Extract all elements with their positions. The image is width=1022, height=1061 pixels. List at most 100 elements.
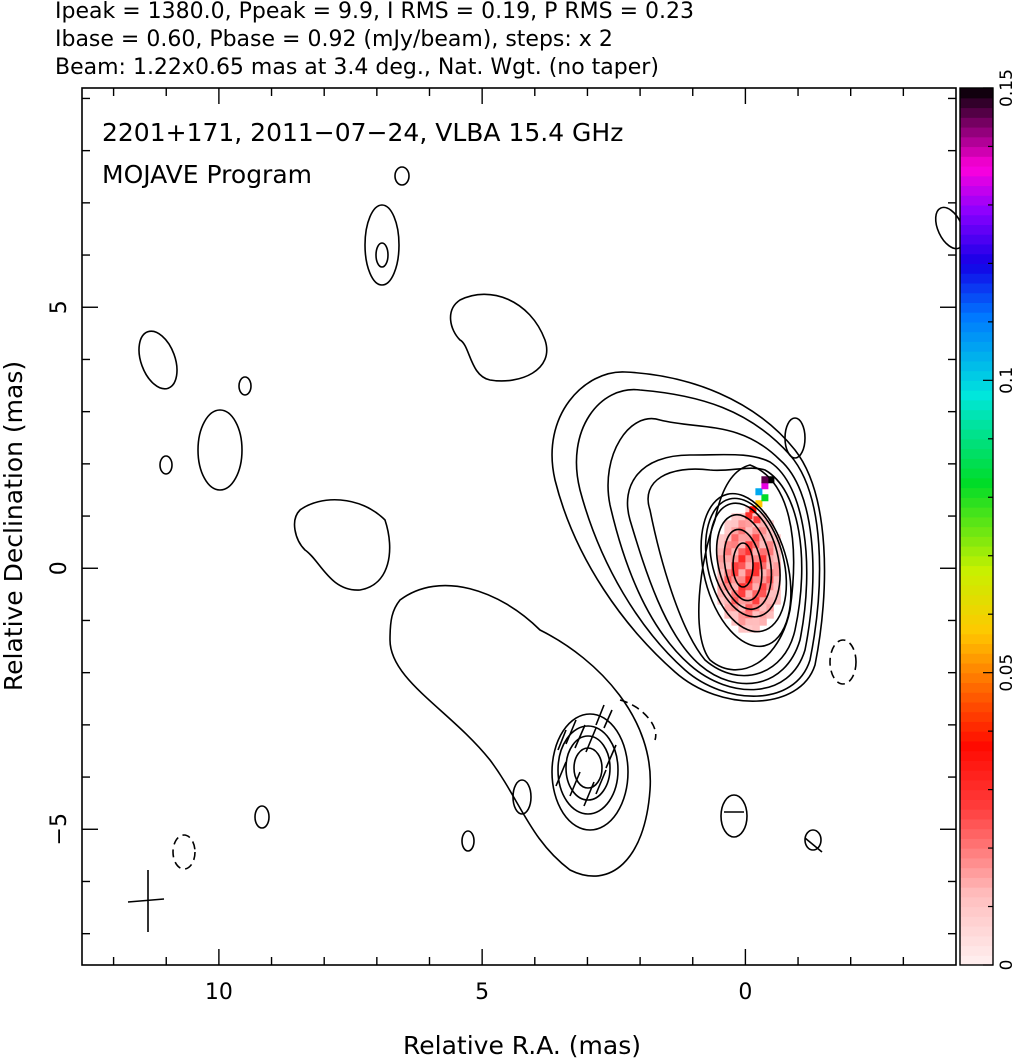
pol-pixel <box>738 569 746 577</box>
colorbar-step <box>960 419 993 430</box>
pol-pixel <box>717 562 725 570</box>
noise-contour <box>512 779 532 815</box>
pol-pixel <box>745 576 753 584</box>
pol-pixel <box>738 513 746 521</box>
pol-pixel <box>766 604 774 612</box>
colorbar-step <box>960 497 993 508</box>
colorbar-step <box>960 360 993 372</box>
pol-pixel <box>731 569 739 577</box>
colorbar-step <box>960 156 993 167</box>
colorbar-step <box>960 165 993 177</box>
pol-pixel <box>773 569 781 577</box>
pol-pixel <box>766 576 774 584</box>
pol-pixel <box>752 597 760 605</box>
noise-contour <box>375 242 389 268</box>
colorbar-step <box>960 263 993 274</box>
colorbar-step <box>960 721 993 732</box>
colorbar-step <box>960 409 993 420</box>
pol-pixel <box>738 527 746 535</box>
colorbar-step <box>960 507 993 518</box>
colorbar-tick-label: 0.1 <box>997 367 1017 394</box>
colorbar-step <box>960 760 993 771</box>
pol-pixel <box>724 569 732 577</box>
pol-pixel <box>724 562 732 570</box>
pol-pixel <box>717 555 725 563</box>
negative-contour <box>829 639 857 685</box>
colorbar-step <box>960 701 993 713</box>
colorbar-step <box>960 633 993 645</box>
colorbar-step <box>960 536 993 547</box>
pol-pixel <box>761 476 769 484</box>
pol-pixel <box>752 611 760 619</box>
pol-pixel <box>738 534 746 542</box>
pol-pixel <box>738 597 746 605</box>
colorbar-step <box>960 438 993 450</box>
x-tick-label: 5 <box>475 980 489 1005</box>
pol-pixel <box>752 569 760 577</box>
colorbar-step <box>960 779 993 791</box>
pol-pixel <box>752 555 760 563</box>
colorbar-ticks: 0 0.05 0.1 0.15 <box>983 69 1017 970</box>
header-line-1: Ipeak = 1380.0, Ppeak = 9.9, I RMS = 0.1… <box>55 0 694 24</box>
pol-pixel <box>745 548 753 556</box>
intensity-contours <box>127 166 966 932</box>
colorbar-step <box>960 604 993 615</box>
pol-pixel <box>755 500 763 508</box>
colorbar-step <box>960 214 993 226</box>
negative-contour <box>619 699 657 741</box>
knot-contour <box>573 747 603 789</box>
pol-pixel <box>738 576 746 584</box>
colorbar-step <box>960 253 993 264</box>
colorbar <box>960 88 993 966</box>
pol-pixel <box>738 541 746 549</box>
jet-contour <box>607 417 814 691</box>
pol-pixel <box>745 625 753 633</box>
colorbar-step <box>960 828 993 839</box>
pol-pixel <box>766 548 774 556</box>
pol-pixel <box>745 569 753 577</box>
pol-pixel <box>724 583 732 591</box>
pol-pixel <box>717 590 725 598</box>
colorbar-step <box>960 321 993 333</box>
pol-pixel <box>745 555 753 563</box>
jet-contour <box>647 467 803 677</box>
pol-pixel <box>773 555 781 563</box>
pol-pixel <box>717 569 725 577</box>
pol-pixel <box>752 590 760 598</box>
colorbar-step <box>960 487 993 498</box>
colorbar-step <box>960 204 993 216</box>
colorbar-step <box>960 594 993 606</box>
colorbar-step <box>960 867 993 878</box>
colorbar-step <box>960 896 993 908</box>
pol-pixel <box>752 520 760 528</box>
pol-pixel <box>745 604 753 612</box>
colorbar-step <box>960 390 993 401</box>
pol-pixel <box>766 611 774 619</box>
pol-pixel <box>738 611 746 619</box>
colorbar-step <box>960 565 993 576</box>
colorbar-step <box>960 955 993 966</box>
pol-pixel <box>752 625 760 633</box>
pol-pixel <box>745 520 753 528</box>
noise-contour <box>238 376 252 396</box>
plot-frame <box>81 87 957 966</box>
negative-contour <box>172 834 196 870</box>
core-contour <box>709 502 781 618</box>
colorbar-step <box>960 302 993 313</box>
y-tick-label: −5 <box>47 813 72 845</box>
pol-pixel <box>759 548 767 556</box>
core-contour <box>698 464 795 671</box>
noise-contour <box>197 409 243 491</box>
beam-marker <box>127 870 165 932</box>
colorbar-step <box>960 429 993 440</box>
colorbar-step <box>960 234 993 245</box>
colorbar-step <box>960 292 993 303</box>
pol-pixel <box>761 494 769 502</box>
colorbar-step <box>960 662 993 674</box>
pol-pixel <box>752 583 760 591</box>
pol-pixel <box>731 534 739 542</box>
pol-pixel <box>738 618 746 626</box>
pol-pixel <box>752 618 760 626</box>
colorbar-step <box>960 857 993 869</box>
pol-pixel <box>717 597 725 605</box>
